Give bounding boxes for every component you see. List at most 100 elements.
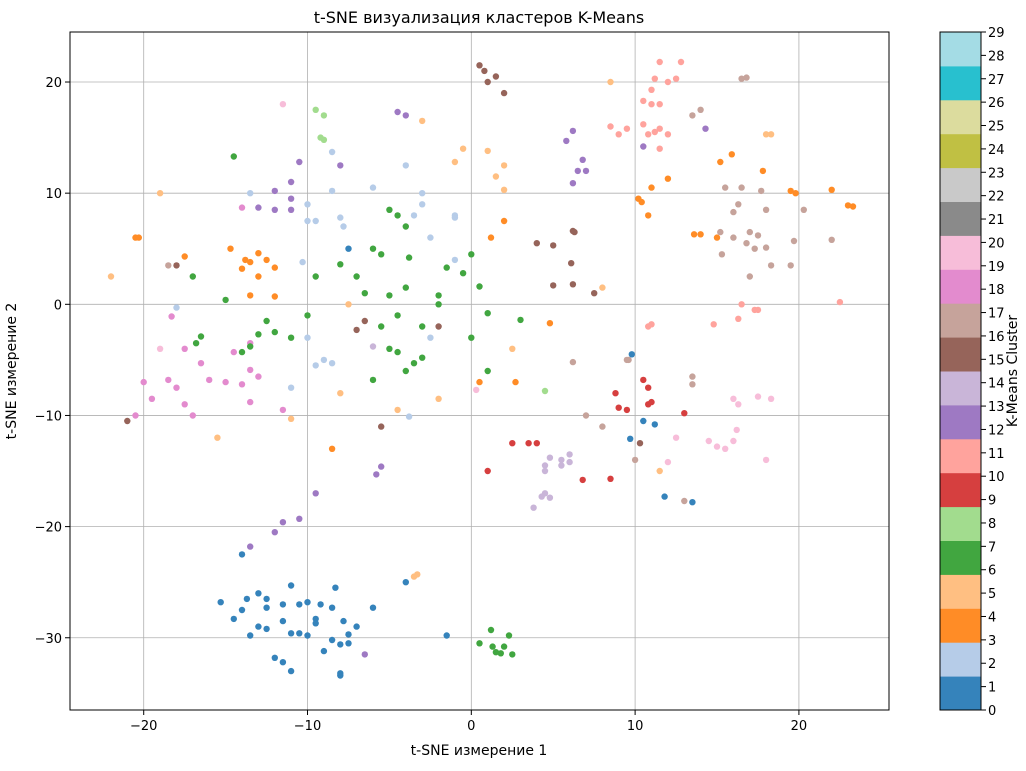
scatter-point: [263, 604, 270, 611]
scatter-point: [550, 282, 557, 289]
colorbar-segment: [940, 235, 981, 270]
scatter-point: [402, 223, 409, 230]
scatter-point: [414, 571, 421, 578]
scatter-point: [243, 595, 251, 603]
scatter-point: [296, 515, 303, 522]
scatter-point: [568, 260, 575, 267]
scatter-point: [217, 599, 224, 606]
scatter-point: [279, 406, 287, 414]
scatter-point: [181, 401, 188, 408]
chart-title: t-SNE визуализация кластеров K-Means: [314, 8, 645, 27]
scatter-point: [612, 390, 619, 397]
scatter-point: [255, 331, 262, 338]
scatter-point: [651, 128, 658, 136]
scatter-point: [247, 292, 254, 299]
scatter-point: [497, 650, 504, 657]
scatter-point: [473, 386, 480, 394]
scatter-point: [410, 360, 418, 367]
scatter-point: [640, 121, 647, 128]
scatter-point: [517, 316, 524, 324]
scatter-point: [546, 320, 554, 327]
colorbar-tick-label: 4: [988, 610, 996, 625]
scatter-point: [451, 214, 459, 221]
colorbar-segment: [940, 676, 981, 711]
scatter-point: [271, 654, 278, 661]
scatter-point: [525, 440, 532, 447]
colorbar-segment: [940, 574, 981, 609]
scatter-point: [247, 543, 254, 550]
scatter-point: [373, 471, 380, 478]
x-axis-ticks: −20 −10 0 10 20: [130, 710, 807, 734]
y-tick-label: −10: [35, 409, 62, 424]
scatter-point: [492, 173, 500, 180]
colorbar-segments: [940, 32, 981, 711]
scatter-point: [569, 281, 577, 288]
scatter-point: [247, 343, 254, 350]
scatter-point: [492, 73, 500, 80]
colorbar-segment: [940, 201, 981, 236]
scatter-point: [238, 204, 246, 211]
scatter-point: [844, 202, 852, 209]
scatter-point: [394, 212, 401, 219]
scatter-point: [304, 334, 311, 341]
scatter-point: [271, 187, 278, 195]
scatter-point: [762, 244, 770, 251]
scatter-point: [730, 395, 737, 402]
scatter-point: [124, 417, 131, 425]
colorbar-tick-label: 26: [988, 96, 1005, 111]
scatter-point: [263, 595, 270, 603]
scatter-point: [599, 284, 606, 291]
scatter-point: [645, 401, 652, 408]
scatter-point: [484, 367, 491, 375]
colorbar-tick-label: 23: [988, 166, 1005, 181]
scatter-point: [849, 203, 857, 210]
scatter-point: [279, 601, 287, 608]
scatter-point: [762, 131, 770, 138]
scatter-point: [569, 127, 577, 135]
y-axis-label: t-SNE измерение 2: [4, 303, 20, 440]
scatter-point: [509, 345, 516, 352]
scatter-point: [419, 117, 426, 125]
scatter-point: [546, 494, 554, 501]
scatter-point: [640, 417, 647, 425]
scatter-point: [571, 228, 578, 236]
scatter-point: [181, 345, 188, 352]
scatter-point: [664, 131, 672, 138]
scatter-point: [481, 67, 488, 75]
scatter-point: [648, 101, 655, 108]
scatter-point: [263, 625, 270, 633]
colorbar: 0123456789101112131415161718192021222324…: [939, 26, 1021, 719]
scatter-point: [566, 458, 573, 466]
scatter-point: [574, 167, 581, 175]
colorbar-tick-label: 13: [988, 400, 1005, 415]
scatter-point: [645, 384, 652, 391]
colorbar-tick-label: 2: [988, 657, 996, 672]
colorbar-tick-label: 18: [988, 283, 1005, 298]
scatter-point: [541, 467, 549, 475]
scatter-point: [165, 262, 172, 269]
scatter-point: [173, 262, 180, 269]
scatter-point: [722, 184, 729, 191]
scatter-point: [451, 256, 459, 264]
scatter-point: [746, 273, 753, 280]
scatter-point: [623, 125, 631, 132]
colorbar-tick-label: 15: [988, 353, 1005, 368]
scatter-point: [394, 406, 401, 414]
scatter-point: [443, 632, 450, 639]
scatter-point: [790, 237, 798, 245]
scatter-point: [538, 493, 545, 500]
colorbar-segment: [940, 337, 981, 372]
scatter-point: [345, 631, 352, 638]
scatter-point: [263, 317, 270, 325]
colorbar-segment: [940, 133, 981, 169]
scatter-point: [656, 58, 663, 66]
scatter-point: [230, 348, 237, 356]
scatter-point: [484, 147, 491, 155]
scatter-point: [713, 443, 721, 450]
scatter-point: [317, 134, 324, 141]
scatter-point: [468, 334, 475, 341]
colorbar-tick-label: 3: [988, 634, 996, 649]
scatter-point: [345, 640, 352, 647]
scatter-point: [468, 251, 475, 258]
colorbar-tick-label: 14: [988, 377, 1005, 392]
